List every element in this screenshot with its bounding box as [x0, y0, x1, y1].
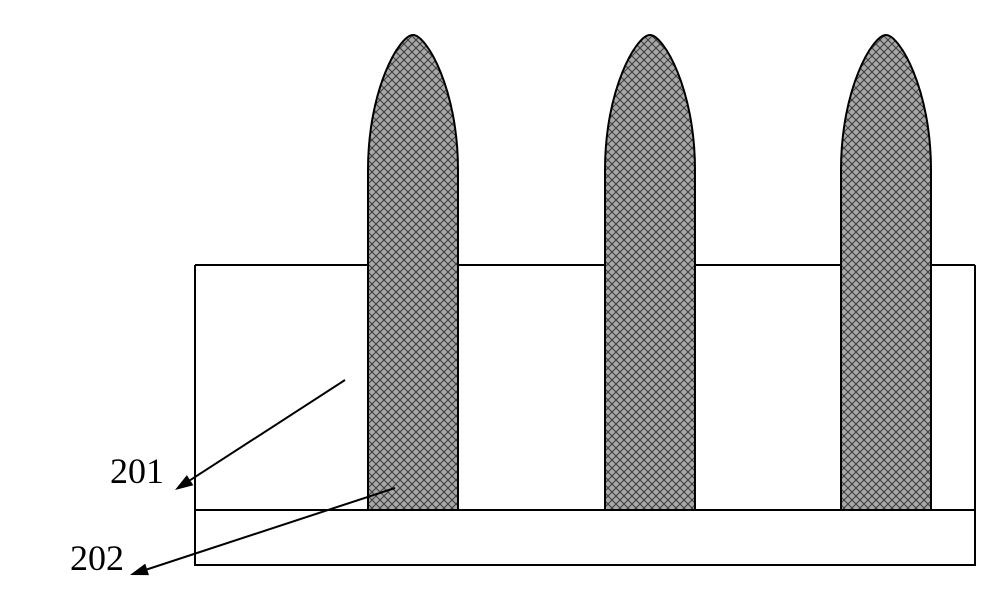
fin-2: [605, 35, 695, 510]
arrow-202-head: [130, 564, 149, 575]
label-201: 201: [110, 450, 164, 492]
arrow-201-head: [175, 475, 193, 490]
fin-3: [841, 35, 931, 510]
label-202: 202: [70, 537, 124, 579]
fin-1: [368, 35, 458, 510]
diagram-stage: 201 202: [0, 0, 1000, 610]
diagram-svg: [0, 0, 1000, 610]
